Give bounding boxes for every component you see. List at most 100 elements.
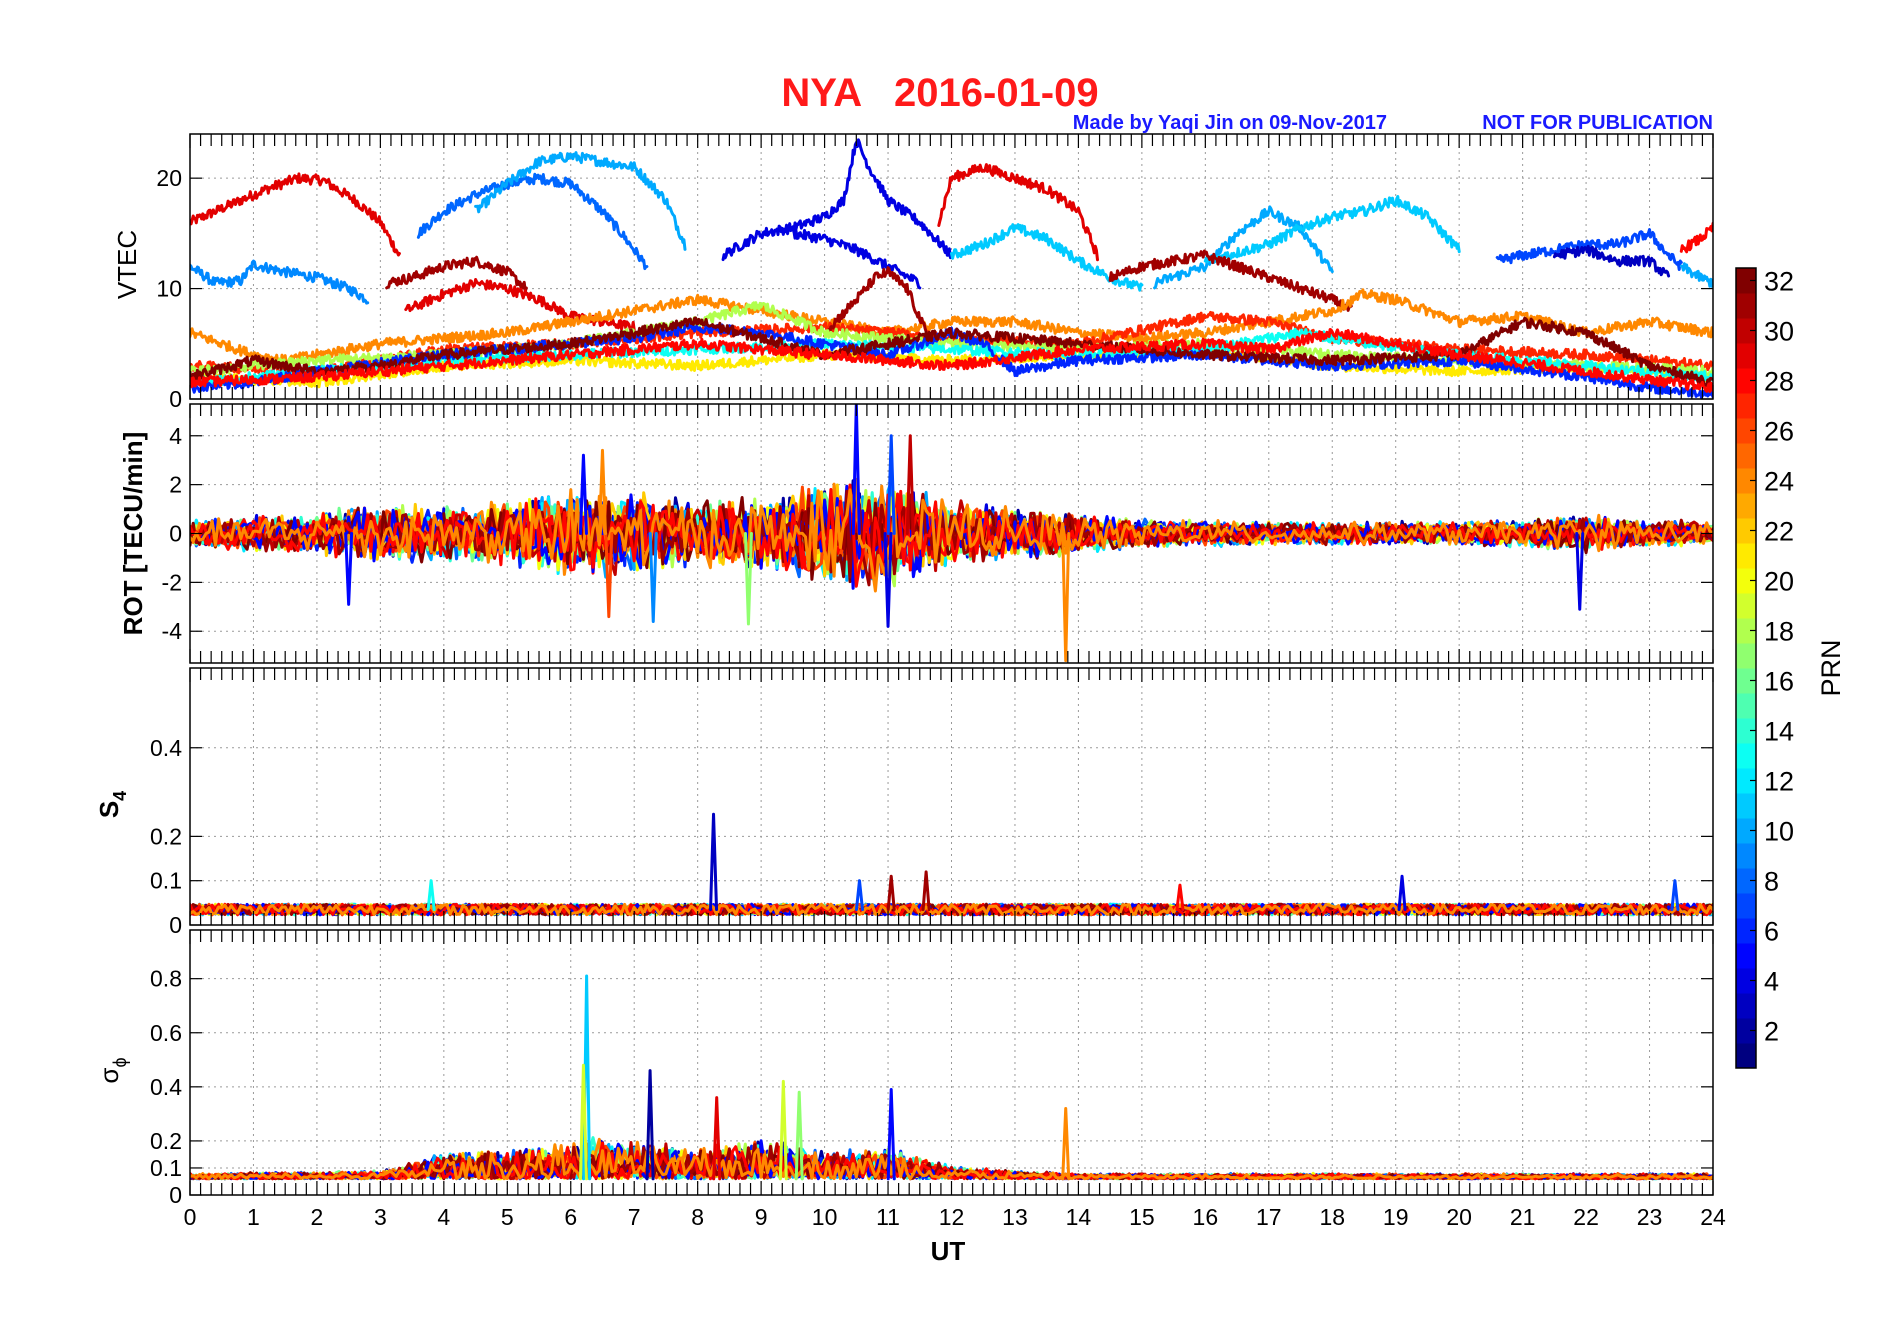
- rot-axis-label: ROT [TECU/min]: [118, 432, 148, 636]
- sigma_phi-y-tick-label: 0: [169, 1182, 182, 1208]
- colorbar-tick-label: 8: [1764, 867, 1779, 897]
- sigma_phi-y-tick-label: 0.6: [150, 1020, 182, 1046]
- colorbar-bin-prn-22: [1736, 518, 1756, 544]
- vtec-series-prn-10: [1679, 262, 1713, 288]
- s4-axis-label-sub: 4: [110, 791, 130, 801]
- rot-spike-prn-7: [886, 434, 896, 535]
- colorbar-bin-prn-29: [1736, 343, 1756, 369]
- colorbar-bin-prn-16: [1736, 668, 1756, 694]
- colorbar-bin-prn-3: [1736, 993, 1756, 1019]
- x-tick-label: 3: [374, 1204, 387, 1230]
- rot-spike-prn-4: [1575, 532, 1585, 611]
- x-tick-label: 15: [1129, 1204, 1155, 1230]
- colorbar-bin-prn-13: [1736, 743, 1756, 769]
- x-tick-label: 4: [437, 1204, 450, 1230]
- rot-traces: [190, 404, 1713, 663]
- colorbar-bin-prn-1: [1736, 1043, 1756, 1069]
- vtec-series-prn-28: [1679, 221, 1713, 254]
- sigma_phi-axis-label: σϕ: [94, 1057, 130, 1083]
- colorbar-tick-label: 32: [1764, 267, 1794, 297]
- colorbar-bin-prn-6: [1736, 918, 1756, 944]
- colorbar-bin-prn-21: [1736, 543, 1756, 569]
- s4-grid: [190, 668, 1713, 925]
- colorbar-tick-label: 10: [1764, 817, 1794, 847]
- s4-x-ticks: [189, 668, 1714, 925]
- rot-spike-prn-24: [597, 448, 607, 535]
- vtec-y-tick-label: 20: [156, 165, 182, 191]
- sigma_phi-spike-prn-19: [578, 1063, 588, 1181]
- colorbar-tick-label: 2: [1764, 1017, 1779, 1047]
- colorbar-tick-label: 6: [1764, 917, 1779, 947]
- x-tick-label: 8: [691, 1204, 704, 1230]
- colorbar-tick-label: 22: [1764, 517, 1794, 547]
- s4-y-tick-label: 0.1: [150, 868, 182, 894]
- colorbar-frame: [1735, 267, 1757, 1069]
- s4-spike-prn-31: [921, 870, 931, 911]
- x-tick-label: 6: [564, 1204, 577, 1230]
- sigma_phi-axis-label-main: σ: [94, 1068, 124, 1084]
- sigma_phi-spike-prn-17: [794, 1090, 804, 1181]
- colorbar-bin-prn-30: [1736, 318, 1756, 344]
- rot-y-tick-label: -4: [162, 618, 183, 644]
- chart-title: NYA 2016-01-09: [781, 71, 1098, 115]
- s4-traces: [190, 812, 1713, 917]
- x-tick-label: 23: [1637, 1204, 1663, 1230]
- sigma_phi-y-tick-label: 0.1: [150, 1155, 182, 1181]
- colorbar-tick-label: 28: [1764, 367, 1794, 397]
- sigma_phi-axis-label-sub: ϕ: [110, 1057, 130, 1067]
- rot-spike-prn-30: [905, 434, 915, 535]
- rot-spike-prn-5: [344, 532, 354, 606]
- colorbar-tick-label: 30: [1764, 317, 1794, 347]
- s4-spike-prn-13: [426, 879, 436, 911]
- colorbar-bin-prn-10: [1736, 818, 1756, 844]
- colorbar-bin-prn-27: [1736, 393, 1756, 419]
- colorbar-tick-label: 16: [1764, 667, 1794, 697]
- s4-spike-prn-31: [886, 874, 896, 911]
- rot-y-tick-label: 0: [169, 521, 182, 547]
- sigma_phi-x-ticks: [189, 930, 1714, 1195]
- colorbar-bin-prn-20: [1736, 568, 1756, 594]
- rot-y-tick-label: 4: [169, 423, 182, 449]
- colorbar-bin-prn-11: [1736, 793, 1756, 819]
- vtec-series-prn-8: [416, 172, 649, 271]
- sigma_phi-spike-prn-2: [645, 1069, 655, 1181]
- x-tick-label: 0: [184, 1204, 197, 1230]
- colorbar-bin-prn-9: [1736, 843, 1756, 869]
- vtec-series-prn-7: [1495, 228, 1683, 271]
- vtec-traces: [190, 138, 1713, 399]
- s4-spike-prn-7: [1670, 879, 1680, 911]
- s4-spike-prn-7: [854, 879, 864, 911]
- vtec-series-prn-4: [791, 228, 922, 290]
- rot-y-tick-label: 2: [169, 472, 182, 498]
- colorbar-tick-label: 4: [1764, 967, 1779, 997]
- rot-spike-prn-26: [604, 532, 614, 619]
- rot-spike-prn-5: [851, 404, 861, 535]
- sigma_phi-spike-prn-19: [778, 1079, 788, 1181]
- rot-spike-prn-24: [1061, 532, 1071, 663]
- colorbar-tick-label: 14: [1764, 717, 1794, 747]
- x-tick-label: 11: [876, 1204, 900, 1230]
- x-tick-label: 7: [628, 1204, 641, 1230]
- colorbar-label: PRN: [1816, 639, 1846, 696]
- rot-spike-prn-9: [648, 532, 658, 623]
- colorbar-bin-prn-2: [1736, 1018, 1756, 1044]
- vtec-series-prn-31: [1108, 249, 1353, 312]
- x-tick-label: 12: [939, 1204, 965, 1230]
- s4-y-tick-label: 0.4: [150, 735, 182, 761]
- x-tick-label: 22: [1573, 1204, 1599, 1230]
- sigma_phi-grid: [190, 930, 1713, 1195]
- colorbar-tick-label: 20: [1764, 567, 1794, 597]
- sigma_phi-y-tick-label: 0.8: [150, 966, 182, 992]
- x-tick-label: 20: [1446, 1204, 1472, 1230]
- x-tick-label: 24: [1700, 1204, 1726, 1230]
- colorbar-bin-prn-17: [1736, 643, 1756, 669]
- colorbar-bin-prn-12: [1736, 768, 1756, 794]
- colorbar-tick-label: 12: [1764, 767, 1794, 797]
- s4-axes-frame: [189, 667, 1714, 926]
- vtec-series-prn-3: [1552, 244, 1671, 278]
- x-tick-label: 18: [1319, 1204, 1345, 1230]
- colorbar-bin-prn-28: [1736, 368, 1756, 394]
